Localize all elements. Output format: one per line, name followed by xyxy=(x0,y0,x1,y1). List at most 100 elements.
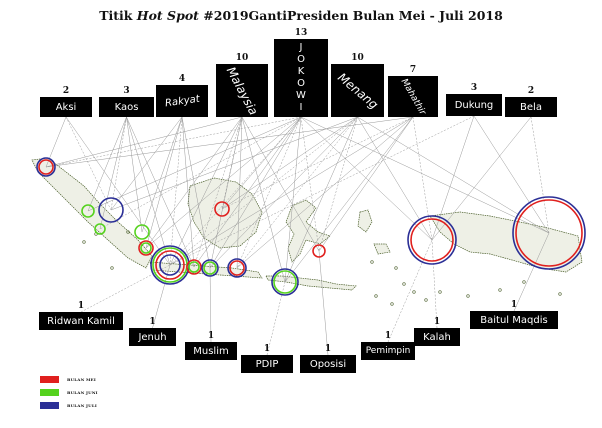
island-outline xyxy=(373,243,391,255)
legend-label-june: BULAN JUNI xyxy=(67,390,98,395)
edge-line xyxy=(181,116,195,268)
node-label: PDIP xyxy=(255,358,279,370)
edge-line xyxy=(236,116,414,269)
hotspot-ring xyxy=(512,196,586,270)
island-outline xyxy=(265,275,357,291)
count-oposisi: 1 xyxy=(324,344,332,354)
edge-line xyxy=(284,116,302,283)
edge-line xyxy=(241,116,320,252)
hotspot-ring xyxy=(203,261,217,275)
edge-line xyxy=(65,116,171,266)
indonesia-map xyxy=(31,157,583,306)
edge-line xyxy=(357,116,550,234)
legend-swatch-june xyxy=(40,389,59,396)
edge-line xyxy=(221,116,302,210)
node-aksi: Aksi xyxy=(40,97,92,117)
hotspot-ring xyxy=(271,268,299,296)
node-label: Kaos xyxy=(114,101,139,113)
hotspot-ring xyxy=(134,224,150,240)
count-kalah: 1 xyxy=(433,317,441,327)
title-suffix: #2019GantiPresiden Bulan Mei - Juli 2018 xyxy=(198,8,503,23)
edge-line xyxy=(431,115,475,241)
legend-item-june: BULAN JUNI xyxy=(40,386,98,399)
node-kaos: Kaos xyxy=(99,97,154,117)
count-jokowi: 13 xyxy=(294,28,308,38)
small-island xyxy=(522,280,526,284)
hotspot-ring xyxy=(407,215,457,265)
island-outline xyxy=(429,211,583,273)
node-mahathir: Mahathir xyxy=(388,76,438,117)
edge-line xyxy=(169,116,414,266)
small-island xyxy=(424,298,428,302)
node-pemimpin: Pemimpin xyxy=(361,342,415,360)
edge-line xyxy=(145,116,302,249)
hotspot-ring xyxy=(515,199,583,267)
edge-line xyxy=(110,116,183,211)
edge-line xyxy=(221,116,243,210)
edge-line xyxy=(284,116,414,283)
title-italic: Hot Spot xyxy=(136,8,199,23)
small-island xyxy=(374,294,378,298)
node-pdip: PDIP xyxy=(241,355,293,373)
island-outline xyxy=(285,199,331,263)
hotspot-ring xyxy=(140,242,152,254)
edge-line xyxy=(318,116,414,252)
count-ridwan-kamil: 1 xyxy=(77,301,85,311)
count-pemimpin: 1 xyxy=(384,331,392,341)
small-island xyxy=(110,266,114,270)
node-ridwan-kamil: Ridwan Kamil xyxy=(39,312,123,330)
small-island xyxy=(126,230,130,234)
edge-line xyxy=(209,116,358,269)
island-outline xyxy=(357,209,373,233)
hotspot-ring xyxy=(227,258,247,278)
edge-lines xyxy=(45,115,550,356)
edge-line xyxy=(193,116,302,268)
edge-line xyxy=(431,116,532,241)
edge-line xyxy=(169,116,358,266)
edge-line xyxy=(284,116,358,283)
edge-line xyxy=(221,116,358,210)
legend-label-july: BULAN JULI xyxy=(67,403,97,408)
node-rakyat: Rakyat xyxy=(156,85,208,117)
hotspot-circles xyxy=(36,157,586,296)
edge-line xyxy=(145,116,183,249)
edge-line xyxy=(387,239,433,343)
edge-line xyxy=(99,116,127,230)
count-kaos: 3 xyxy=(123,86,130,96)
edge-line xyxy=(193,116,243,268)
hotspot-ring xyxy=(214,201,230,217)
hotspot-ring xyxy=(273,270,297,294)
node-label: Ridwan Kamil xyxy=(47,315,115,327)
node-label: Bela xyxy=(520,101,542,113)
diagram-title: Titik Hot Spot #2019GantiPresiden Bulan … xyxy=(0,8,602,23)
edge-line xyxy=(209,116,302,269)
edge-line xyxy=(126,116,143,233)
edge-line xyxy=(87,116,302,212)
count-pdip: 1 xyxy=(263,344,271,354)
hotspot-ring xyxy=(159,254,181,276)
node-label: Muslim xyxy=(193,345,229,357)
edge-line xyxy=(126,116,195,268)
hotspot-ring xyxy=(38,159,54,175)
hotspot-ring xyxy=(81,204,95,218)
edge-line xyxy=(80,264,171,313)
edge-line xyxy=(110,116,127,211)
count-malaysia: 10 xyxy=(235,53,249,63)
hotspot-ring xyxy=(410,218,454,262)
legend: BULAN MEI BULAN JUNI BULAN JULI xyxy=(40,373,98,412)
legend-swatch-may xyxy=(40,376,59,383)
small-island xyxy=(390,302,394,306)
node-malaysia: Malaysia xyxy=(216,64,268,117)
node-label: Menang xyxy=(334,69,381,112)
edge-line xyxy=(236,116,243,269)
edge-line xyxy=(181,116,211,269)
edge-line xyxy=(87,116,127,212)
node-dukung: Dukung xyxy=(446,94,502,116)
edge-line xyxy=(300,116,320,252)
edge-line xyxy=(152,264,171,329)
count-mahathir: 7 xyxy=(409,65,417,75)
node-kalah: Kalah xyxy=(414,328,460,346)
node-muslim: Muslim xyxy=(185,342,237,360)
small-island xyxy=(498,288,502,292)
